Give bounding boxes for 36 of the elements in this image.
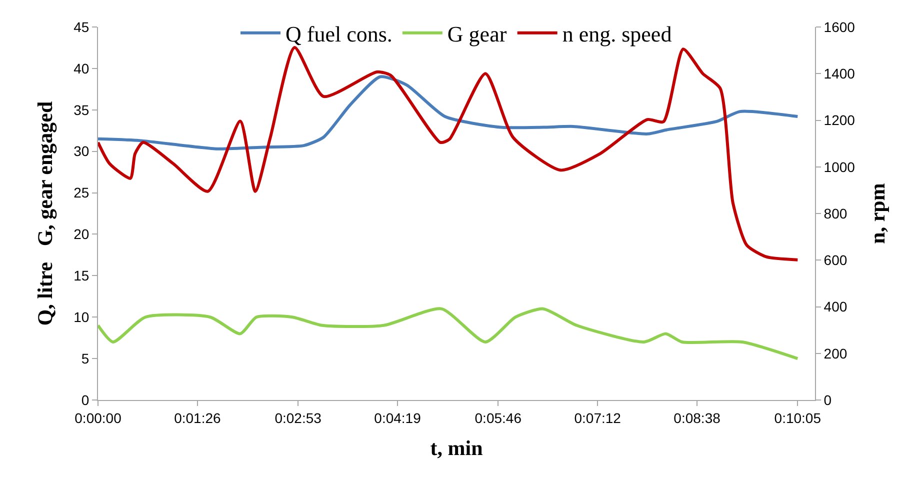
- y-tick-label: 45: [74, 18, 90, 35]
- y2-tick-label: 1000: [824, 158, 856, 175]
- x-tick-label: 0:05:46: [474, 410, 522, 426]
- legend-label: n eng. speed: [562, 21, 672, 46]
- legend-label: Q fuel cons.: [286, 21, 392, 46]
- y2-tick-label: 0: [824, 392, 832, 408]
- x-tick-label: 0:04:19: [374, 410, 422, 426]
- y-tick-label: 0: [81, 392, 90, 408]
- y2-tick-label: 1200: [824, 112, 856, 128]
- y-tick-label: 40: [74, 60, 90, 76]
- y2-tick-label: 200: [824, 345, 848, 362]
- y-axis-title: Q, litre G, gear engaged: [32, 101, 57, 326]
- y2-tick-label: 1400: [824, 66, 856, 82]
- legend-label: G gear: [447, 21, 508, 46]
- line-series: [98, 307, 800, 360]
- x-tick-label: 0:01:26: [174, 410, 222, 426]
- y-tick-label: 35: [74, 102, 90, 118]
- y-tick-label: 30: [74, 143, 90, 160]
- y2-tick-label: 600: [824, 252, 848, 268]
- x-tick-label: 0:07:12: [574, 410, 622, 426]
- x-tick-label: 0:02:53: [274, 410, 322, 426]
- y2-tick-label: 1600: [824, 18, 856, 35]
- line-series: [98, 46, 800, 262]
- y-tick-label: 25: [74, 184, 90, 201]
- y2-axis-title: n, rpm: [865, 182, 890, 244]
- y-tick-label: 15: [74, 268, 90, 284]
- y-tick-label: 5: [81, 350, 90, 366]
- y-tick-label: 10: [74, 309, 90, 326]
- x-axis-title: t, min: [430, 436, 484, 460]
- line-series: [98, 75, 800, 150]
- y2-tick-label: 400: [824, 298, 848, 315]
- x-tick-label: 0:10:05: [774, 410, 822, 426]
- y2-tick-label: 800: [824, 205, 848, 222]
- x-tick-label: 0:00:00: [74, 410, 122, 426]
- x-tick-label: 0:08:38: [674, 410, 721, 426]
- y-tick-label: 20: [74, 226, 90, 242]
